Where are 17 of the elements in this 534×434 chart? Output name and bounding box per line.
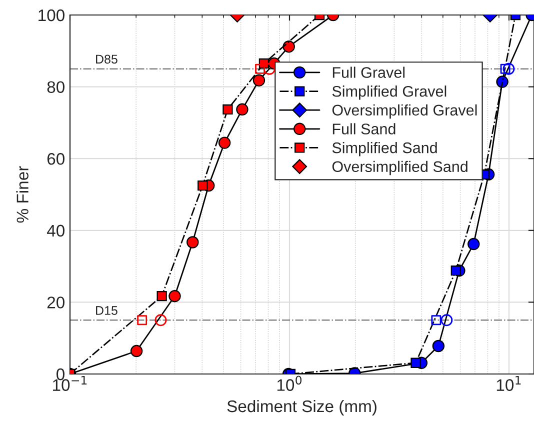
y-tick-label: 60 — [47, 153, 64, 165]
ref-line-label: D85 — [96, 54, 118, 64]
y-tick-label: 20 — [47, 296, 64, 308]
ref-line-label: D15 — [96, 306, 118, 315]
legend-label: Simplified Gravel — [332, 86, 446, 100]
y-tick-label: 40 — [46, 224, 64, 237]
legend-label: Oversimplified Gravel — [332, 104, 477, 119]
y-axis-title: % Finer — [16, 166, 28, 223]
x-axis-title: Sediment Size (mm) — [227, 400, 376, 416]
legend-label: Simplified Sand — [332, 142, 437, 156]
legend-label: Full Gravel — [332, 66, 405, 78]
y-tick-label: 100 — [38, 9, 64, 22]
x-tick-label: 10$^{0}$ — [277, 376, 302, 391]
y-tick-label: 80 — [47, 81, 64, 94]
x-tick-label: 10$^{1}$ — [496, 376, 521, 391]
legend-label: Oversimplified Sand — [332, 160, 468, 176]
legend-label: Full Sand — [332, 123, 396, 134]
